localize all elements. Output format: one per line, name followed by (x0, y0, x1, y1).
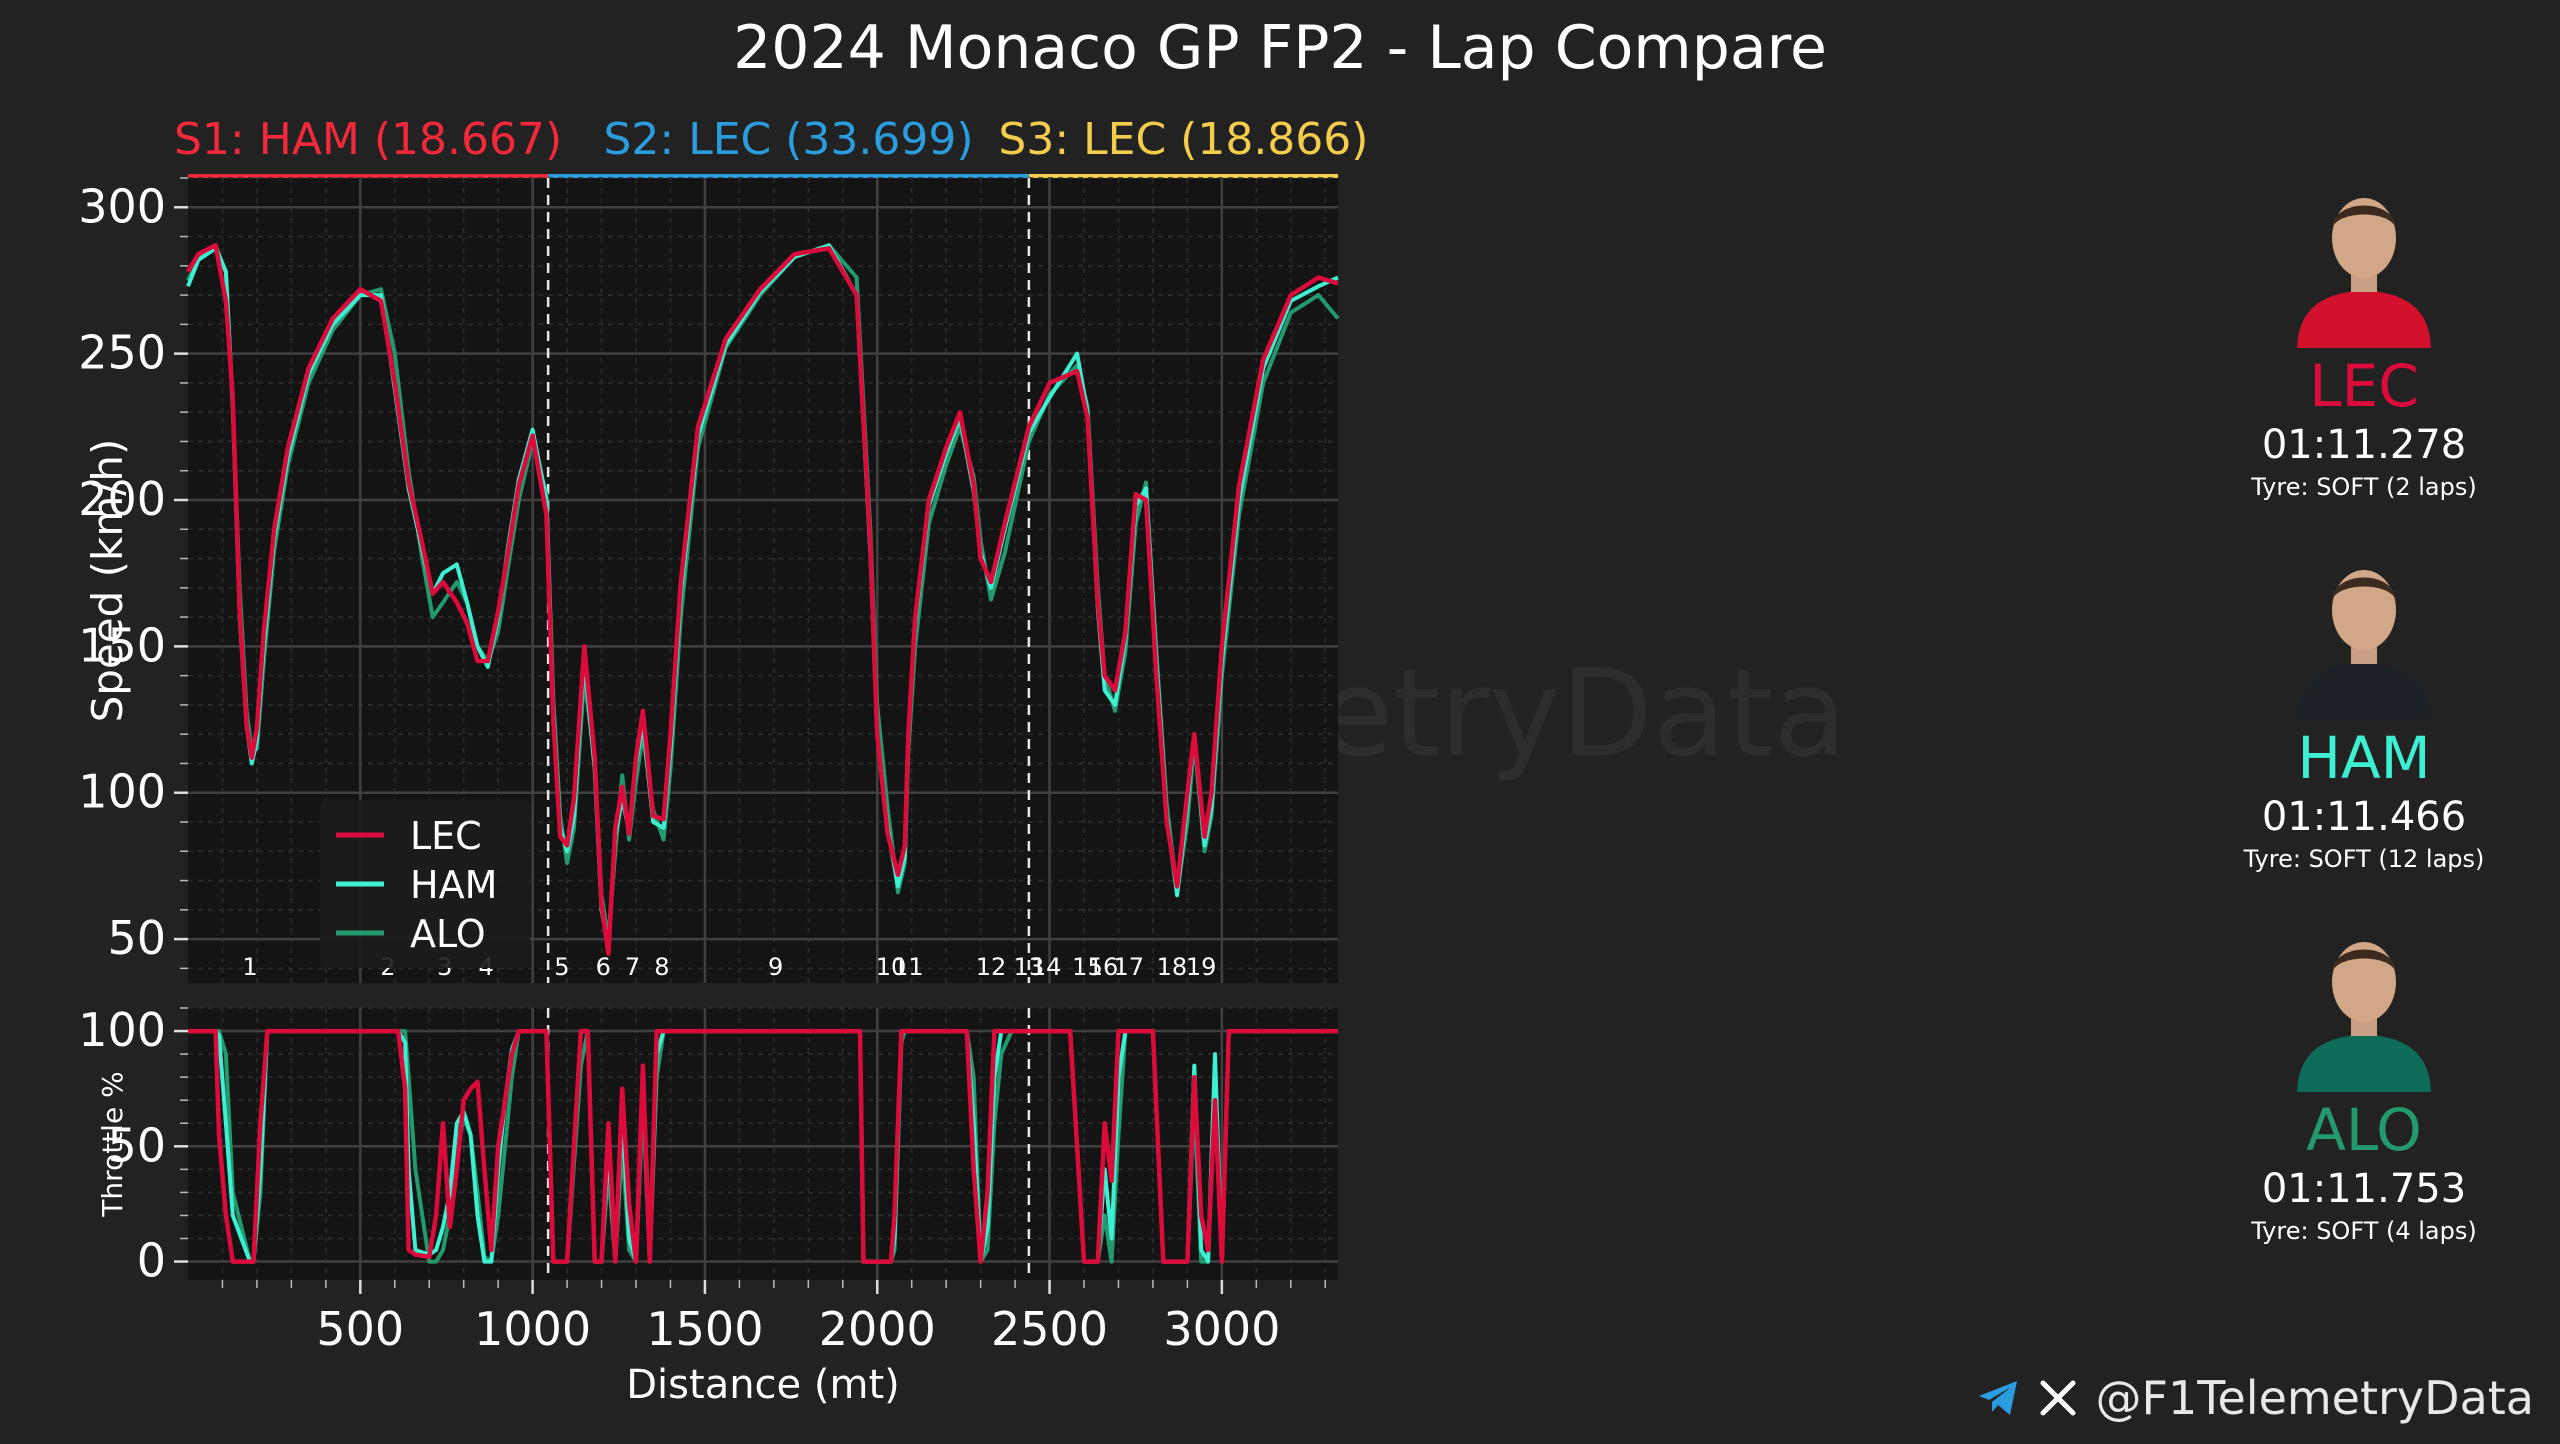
corner-label: 19 (1186, 953, 1217, 981)
y-tick-label: 150 (78, 618, 166, 672)
corner-label: 14 (1031, 953, 1062, 981)
driver-tyre: Tyre: SOFT (2 laps) (2251, 473, 2477, 501)
footer: @F1TelemetryData (1977, 1370, 2534, 1426)
footer-handle[interactable]: @F1TelemetryData (2095, 1371, 2534, 1425)
corner-label: 18 (1157, 953, 1188, 981)
telegram-icon[interactable] (1977, 1378, 2021, 1418)
legend-label: HAM (410, 863, 497, 907)
legend: LEC HAM ALO (320, 800, 530, 968)
driver-card-ham: HAM 01:11.466 Tyre: SOFT (12 laps) (2214, 550, 2514, 874)
chart-title: 2024 Monaco GP FP2 - Lap Compare (733, 13, 1827, 83)
driver-avatar-ferrari-icon (2289, 178, 2439, 348)
corner-label: 11 (893, 953, 924, 981)
driver-avatar-mercedes-icon (2289, 550, 2439, 720)
x-tick-label: 2000 (819, 1302, 936, 1356)
sector-label: S3: LEC (18.866) (998, 114, 1368, 165)
y-tick-label: 0 (137, 1234, 166, 1288)
driver-code: LEC (2309, 352, 2419, 420)
corner-label: 15 (1072, 953, 1103, 981)
x-tick-label: 2500 (991, 1302, 1108, 1356)
x-tick-label: 3000 (1163, 1302, 1280, 1356)
x-tick-label: 1000 (474, 1302, 591, 1356)
y-tick-label: 250 (78, 326, 166, 380)
sector-layer: S1: HAM (18.667) S2: LEC (33.699) S3: LEC … (174, 114, 1368, 184)
driver-code: HAM (2297, 724, 2431, 792)
corner-label: 16 (1088, 953, 1119, 981)
corner-label: 5 (554, 953, 569, 981)
legend-label: ALO (410, 912, 486, 956)
corner-label: 12 (976, 953, 1007, 981)
corner-label: 10 (876, 953, 907, 981)
corner-label: 7 (625, 953, 640, 981)
driver-code: ALO (2306, 1096, 2422, 1164)
driver-lap-time: 01:11.753 (2261, 1166, 2467, 1212)
y-tick-label: 50 (107, 911, 166, 965)
sector-label: S1: HAM (18.667) (174, 114, 562, 165)
corner-label: 13 (1014, 953, 1045, 981)
driver-card-lec: LEC 01:11.278 Tyre: SOFT (2 laps) (2214, 178, 2514, 502)
x-icon[interactable] (2039, 1379, 2077, 1417)
y-tick-label: 200 (78, 472, 166, 526)
y-tick-label: 50 (107, 1118, 166, 1172)
series-line-lec (186, 243, 1339, 956)
x-axis-label: Distance (mt) (626, 1362, 899, 1408)
driver-tyre: Tyre: SOFT (12 laps) (2243, 845, 2485, 873)
corner-label: 1 (242, 953, 257, 981)
y-tick-label: 100 (78, 765, 166, 819)
corner-label: 9 (768, 953, 783, 981)
corner-label: 6 (596, 953, 611, 981)
plot-area (188, 1008, 1338, 1280)
corner-label: 8 (654, 953, 669, 981)
y-tick-label: 100 (78, 1003, 166, 1057)
driver-avatar-aston-martin-icon (2289, 922, 2439, 1092)
x-tick-label: 500 (316, 1302, 404, 1356)
driver-lap-time: 01:11.466 (2261, 794, 2467, 840)
driver-lap-time: 01:11.278 (2261, 422, 2467, 468)
corner-label: 17 (1114, 953, 1145, 981)
legend-box (320, 800, 530, 968)
x-tick-label: 1500 (646, 1302, 763, 1356)
y-axis-label: Throttle % (96, 1071, 129, 1217)
driver-card-alo: ALO 01:11.753 Tyre: SOFT (4 laps) (2214, 922, 2514, 1246)
legend-label: LEC (410, 814, 482, 858)
y-tick-label: 300 (78, 179, 166, 233)
sector-label: S2: LEC (33.699) (603, 114, 973, 165)
y-axis-label: Speed (km/h) (83, 439, 132, 723)
series-line-lec (188, 1028, 1338, 1264)
driver-tyre: Tyre: SOFT (4 laps) (2251, 1217, 2477, 1245)
throttle-panel: 0 50 100 Throttle % 500 1000 1500 2000 2500 3000 D… (78, 1003, 1338, 1408)
